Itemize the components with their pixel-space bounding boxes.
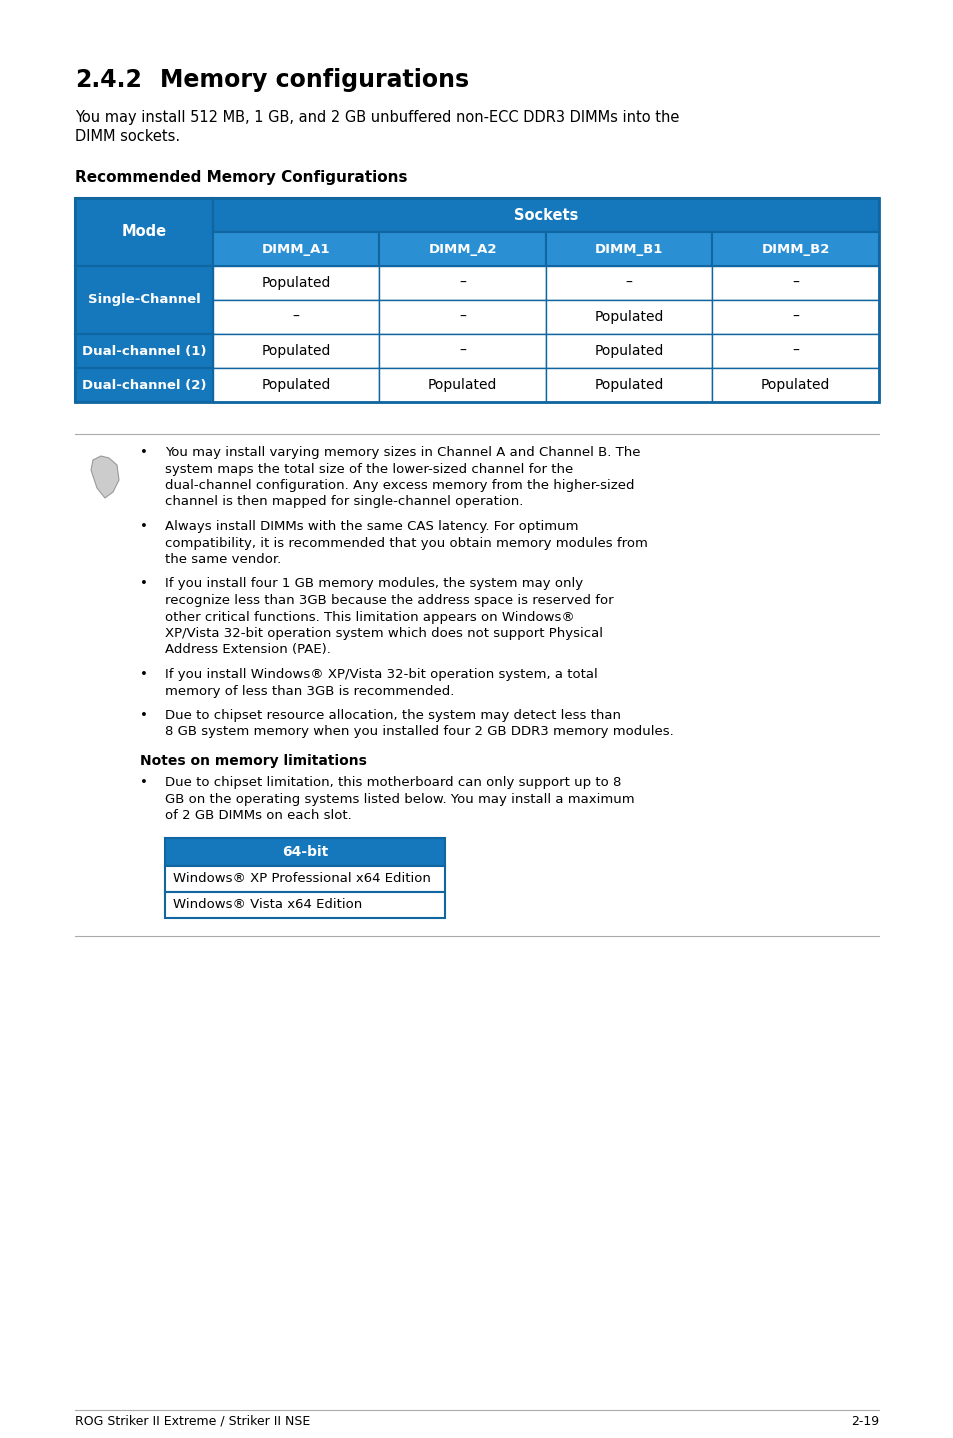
Bar [213,301,379,334]
Text: •: • [140,777,148,789]
Text: You may install 512 MB, 1 GB, and 2 GB unbuffered non-ECC DDR3 DIMMs into the: You may install 512 MB, 1 GB, and 2 GB u… [75,109,679,125]
Text: 64-bit: 64-bit [281,844,328,858]
Bar [379,266,545,301]
Text: XP/Vista 32-bit operation system which does not support Physical: XP/Vista 32-bit operation system which d… [165,627,602,640]
Bar [545,334,712,368]
Bar [712,301,878,334]
Text: Sockets: Sockets [514,207,578,223]
Text: Populated: Populated [760,378,829,393]
Text: Populated: Populated [261,276,331,290]
Text: the same vendor.: the same vendor. [165,554,281,567]
Text: Due to chipset resource allocation, the system may detect less than: Due to chipset resource allocation, the … [165,709,620,722]
Text: of 2 GB DIMMs on each slot.: of 2 GB DIMMs on each slot. [165,810,352,823]
Bar [545,266,712,301]
Text: DIMM_B1: DIMM_B1 [595,243,662,256]
Text: system maps the total size of the lower-sized channel for the: system maps the total size of the lower-… [165,463,573,476]
Text: DIMM_B2: DIMM_B2 [760,243,829,256]
PathPatch shape [91,456,119,498]
Bar [213,232,379,266]
Text: If you install Windows® XP/Vista 32-bit operation system, a total: If you install Windows® XP/Vista 32-bit … [165,669,598,682]
Bar [75,368,213,403]
Text: –: – [792,276,799,290]
Text: Populated: Populated [261,378,331,393]
Text: –: – [625,276,632,290]
Bar [545,301,712,334]
Text: Address Extension (PAE).: Address Extension (PAE). [165,643,331,657]
Text: •: • [140,709,148,722]
Text: –: – [458,276,466,290]
Bar [165,866,444,892]
Text: memory of less than 3GB is recommended.: memory of less than 3GB is recommended. [165,684,454,697]
Bar [75,198,878,403]
Text: Dual-channel (2): Dual-channel (2) [82,378,206,391]
Bar [545,232,712,266]
Text: –: – [293,311,299,324]
Text: DIMM sockets.: DIMM sockets. [75,129,180,144]
Text: DIMM_A1: DIMM_A1 [262,243,330,256]
Text: Due to chipset limitation, this motherboard can only support up to 8: Due to chipset limitation, this motherbo… [165,777,620,789]
Text: DIMM_A2: DIMM_A2 [428,243,497,256]
Text: Populated: Populated [594,344,663,358]
Text: 2.4.2: 2.4.2 [75,68,142,92]
Text: •: • [140,446,148,459]
Text: –: – [792,311,799,324]
Text: GB on the operating systems listed below. You may install a maximum: GB on the operating systems listed below… [165,792,634,805]
Text: If you install four 1 GB memory modules, the system may only: If you install four 1 GB memory modules,… [165,578,582,591]
Bar [75,266,213,334]
Text: Populated: Populated [594,378,663,393]
Text: recognize less than 3GB because the address space is reserved for: recognize less than 3GB because the addr… [165,594,613,607]
Text: You may install varying memory sizes in Channel A and Channel B. The: You may install varying memory sizes in … [165,446,639,459]
Text: Single-Channel: Single-Channel [88,293,200,306]
Bar [75,198,213,266]
Text: –: – [458,311,466,324]
Text: channel is then mapped for single-channel operation.: channel is then mapped for single-channe… [165,496,523,509]
Text: Mode: Mode [121,224,167,240]
Text: 2-19: 2-19 [850,1415,878,1428]
Text: ROG Striker II Extreme / Striker II NSE: ROG Striker II Extreme / Striker II NSE [75,1415,310,1428]
Text: Memory configurations: Memory configurations [160,68,469,92]
Bar [213,266,379,301]
Bar [379,232,545,266]
Bar [712,334,878,368]
Text: 8 GB system memory when you installed four 2 GB DDR3 memory modules.: 8 GB system memory when you installed fo… [165,726,673,739]
Text: Populated: Populated [261,344,331,358]
Bar [379,301,545,334]
Bar [213,334,379,368]
Text: Recommended Memory Configurations: Recommended Memory Configurations [75,170,407,186]
Text: •: • [140,521,148,533]
Text: Populated: Populated [428,378,497,393]
Bar [379,368,545,403]
Text: Windows® XP Professional x64 Edition: Windows® XP Professional x64 Edition [172,871,431,884]
Text: dual-channel configuration. Any excess memory from the higher-sized: dual-channel configuration. Any excess m… [165,479,634,492]
Bar [712,368,878,403]
Bar [213,198,878,232]
Text: Windows® Vista x64 Edition: Windows® Vista x64 Edition [172,897,362,912]
Text: –: – [458,344,466,358]
Text: •: • [140,669,148,682]
Text: •: • [140,578,148,591]
Bar [75,334,213,368]
Text: Dual-channel (1): Dual-channel (1) [82,345,206,358]
Bar [165,892,444,917]
Bar [379,334,545,368]
Bar [712,266,878,301]
Bar [165,837,444,866]
Text: Notes on memory limitations: Notes on memory limitations [140,754,367,768]
Text: other critical functions. This limitation appears on Windows®: other critical functions. This limitatio… [165,611,574,624]
Bar [712,232,878,266]
Text: Populated: Populated [594,311,663,324]
Text: compatibility, it is recommended that you obtain memory modules from: compatibility, it is recommended that yo… [165,536,647,549]
Bar [213,368,379,403]
Bar [545,368,712,403]
Text: Always install DIMMs with the same CAS latency. For optimum: Always install DIMMs with the same CAS l… [165,521,578,533]
Text: –: – [792,344,799,358]
